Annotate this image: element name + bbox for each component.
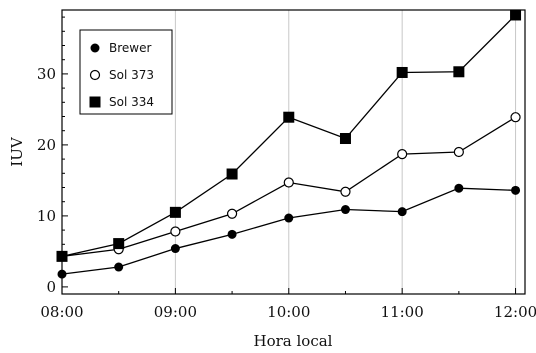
legend-marker-brewer xyxy=(90,43,100,53)
y-axis-title: IUV xyxy=(8,136,26,167)
data-point-sol-373 xyxy=(510,112,521,123)
x-axis-title: Hora local xyxy=(254,332,333,350)
legend-marker-sol-334 xyxy=(89,96,101,108)
data-point-sol-373 xyxy=(283,177,294,188)
data-point-sol-334 xyxy=(283,111,295,123)
data-point-brewer xyxy=(284,213,294,223)
data-point-sol-373 xyxy=(397,149,408,160)
data-point-sol-334 xyxy=(396,66,408,78)
data-point-sol-373 xyxy=(226,208,238,219)
legend-label-brewer: Brewer xyxy=(109,41,151,55)
data-point-sol-373 xyxy=(340,186,351,197)
x-tick-label: 10:00 xyxy=(267,303,310,321)
y-tick-label: 10 xyxy=(37,207,56,225)
data-point-brewer xyxy=(340,205,350,215)
y-tick-label: 20 xyxy=(37,136,56,154)
x-tick-label: 11:00 xyxy=(381,303,424,321)
data-point-sol-334 xyxy=(113,238,125,250)
legend-label-sol-334: Sol 334 xyxy=(109,95,154,109)
data-point-sol-334 xyxy=(339,133,351,145)
legend-marker-sol-373 xyxy=(89,69,101,81)
data-point-brewer xyxy=(454,183,464,193)
data-point-brewer xyxy=(397,207,407,217)
x-tick-label: 09:00 xyxy=(154,303,197,321)
y-axis: 0 10 20 30 xyxy=(37,16,68,296)
data-point-sol-334 xyxy=(453,66,465,78)
x-tick-label: 12:00 xyxy=(494,303,536,321)
data-point-brewer xyxy=(227,229,237,239)
data-point-sol-334 xyxy=(169,206,181,218)
data-point-sol-373 xyxy=(453,146,464,158)
x-axis: 08:00 09:00 10:00 11:00 12:00 xyxy=(40,288,536,321)
data-point-brewer xyxy=(114,262,124,272)
plot-frame xyxy=(61,9,526,295)
y-tick-label: 0 xyxy=(46,278,56,296)
x-tick-label: 08:00 xyxy=(40,303,83,321)
data-point-brewer xyxy=(170,244,180,254)
data-point-sol-334 xyxy=(510,9,522,21)
legend: Brewer Sol 373 Sol 334 xyxy=(79,29,173,115)
data-point-sol-334 xyxy=(226,168,238,180)
y-tick-label: 30 xyxy=(37,65,56,83)
data-point-sol-373 xyxy=(170,226,181,237)
legend-label-sol-373: Sol 373 xyxy=(109,68,154,82)
data-point-brewer xyxy=(511,185,521,195)
